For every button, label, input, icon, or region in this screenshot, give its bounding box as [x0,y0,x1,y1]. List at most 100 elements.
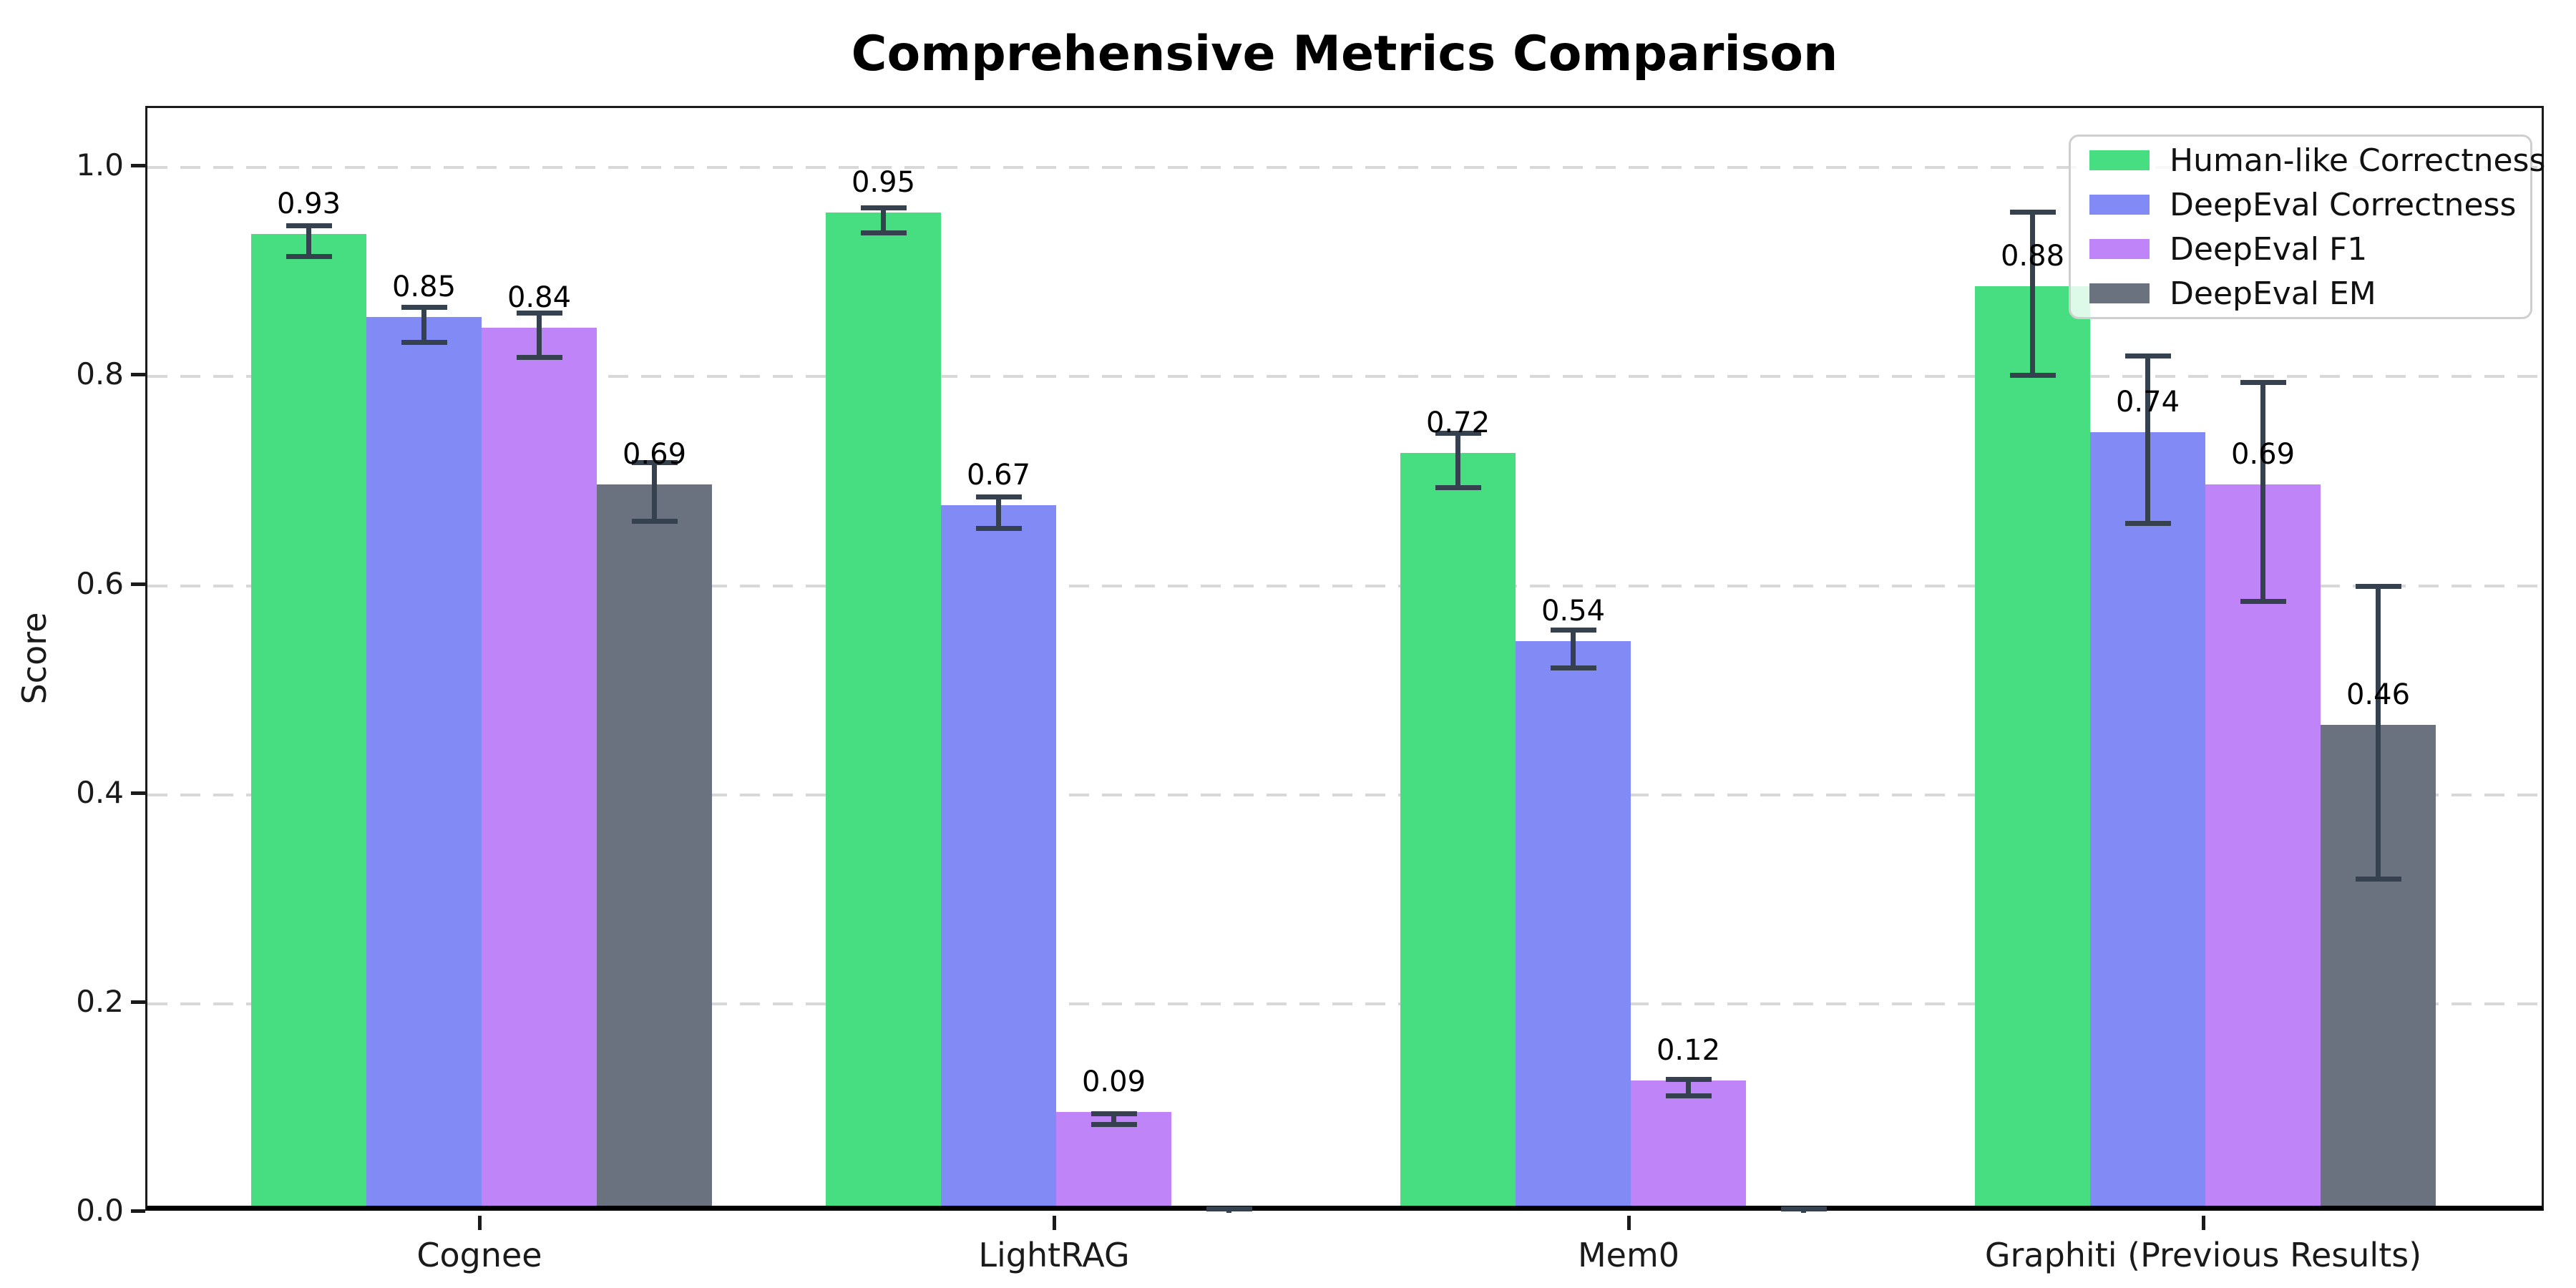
bar [1400,453,1516,1206]
bar [1056,1111,1171,1206]
legend-swatch [2089,195,2150,215]
legend-label: DeepEval Correctness [2170,186,2517,223]
error-bar-cap [860,205,907,210]
error-bar-cap [401,304,447,310]
y-axis-label: Score [15,612,54,705]
error-bar [996,497,1001,529]
x-tick-label: Graphiti (Previous Results) [1984,1236,2422,1274]
y-tick-label: 0.4 [76,774,124,810]
legend-item: Human-like Correctness [2071,138,2545,182]
error-bar-cap [2240,599,2286,605]
bar-value-label: 0.85 [391,270,457,304]
error-bar [2376,585,2381,879]
error-bar-cap [2009,372,2056,378]
error-bar-cap [1665,1093,1712,1099]
bar-value-label: 0.69 [2230,438,2296,472]
error-bar-cap [1435,485,1481,491]
error-bar-cap [2355,583,2401,589]
bar-value-label: 0.93 [276,187,341,220]
error-bar-cap [1665,1077,1712,1083]
error-bar-cap [1550,665,1596,670]
bar [482,328,597,1206]
error-bar-cap [2009,209,2056,215]
error-bar-cap [2240,379,2286,385]
error-bar [652,462,657,521]
bar [597,484,712,1206]
x-tick-mark [1627,1216,1631,1230]
legend-item: DeepEval Correctness [2071,182,2530,227]
gridline [147,375,2542,379]
x-tick-mark [2202,1216,2205,1230]
error-bar-cap [516,354,562,360]
legend-swatch [2089,283,2150,303]
error-bar-cap [631,460,678,466]
bar-value-label: 0.67 [966,459,1031,492]
legend-item: DeepEval F1 [2071,227,2530,271]
x-tick-label: Mem0 [1577,1236,1680,1274]
y-tick-label: 0.8 [76,356,124,392]
y-tick-label: 0.2 [76,983,124,1019]
bar [1631,1080,1746,1206]
y-tick-label: 0.0 [76,1193,124,1228]
error-bar [306,225,311,257]
bar-value-label: 0.09 [1081,1065,1146,1098]
error-bar [881,207,886,233]
bar-value-label: 0.95 [851,166,916,200]
bar [366,317,482,1206]
error-bar-cap [401,340,447,346]
x-tick-mark [478,1216,482,1230]
error-bar-cap [1091,1111,1137,1117]
y-tick-mark [131,791,145,795]
error-bar-cap [1550,627,1596,633]
error-bar-cap [860,230,907,235]
y-tick-label: 0.6 [76,565,124,601]
legend-swatch [2089,150,2150,170]
plot-area: 0.93 0.95 0.72 0.88 0.85 0.67 0.54 0.74 0.84 0.09… [145,106,2545,1213]
y-tick-mark [131,1209,145,1213]
legend: Human-like Correctness DeepEval Correctne… [2069,135,2545,319]
legend-label: DeepEval F1 [2170,230,2368,268]
y-tick-mark [131,164,145,168]
bar [251,233,366,1206]
error-bar-cap [2355,876,2401,882]
y-tick-label: 1.0 [76,147,124,183]
error-bar [2260,381,2265,602]
bar-value-label: 0.46 [2346,678,2411,712]
error-bar-cap [2124,353,2171,359]
gridline [147,584,2542,587]
bar [2090,432,2205,1206]
error-bar-cap [975,526,1022,532]
bar-value-label: 0.54 [1541,595,1606,628]
bar-value-label: 0.72 [1425,406,1491,440]
bar [2205,484,2321,1206]
bar-value-label: 0.88 [2000,239,2065,273]
error-bar [1455,433,1460,488]
legend-label: DeepEval EM [2170,275,2376,312]
error-bar-cap [286,254,332,260]
legend-item: DeepEval EM [2071,271,2530,316]
error-bar [537,313,542,357]
error-bar [1571,629,1576,668]
gridline [147,1002,2542,1005]
bar-value-label: 0.69 [622,438,687,472]
error-bar-cap [631,519,678,525]
bar [826,213,941,1206]
legend-swatch [2089,239,2150,259]
legend-label: Human-like Correctness [2170,142,2546,179]
gridline [147,793,2542,796]
error-bar-cap [286,223,332,228]
x-tick-label: LightRAG [978,1236,1130,1274]
y-tick-mark [131,1000,145,1004]
y-tick-mark [131,373,145,377]
error-bar [1111,1113,1116,1124]
error-bar [2030,211,2035,375]
error-bar [1686,1079,1691,1096]
bar-value-label: 0.84 [507,281,572,314]
bar-value-label: 0.74 [2115,386,2180,419]
error-bar-cap [1206,1206,1252,1212]
gridline [147,166,2542,170]
error-bar-cap [1780,1206,1827,1212]
bar [941,505,1056,1206]
error-bar-cap [1435,431,1481,436]
